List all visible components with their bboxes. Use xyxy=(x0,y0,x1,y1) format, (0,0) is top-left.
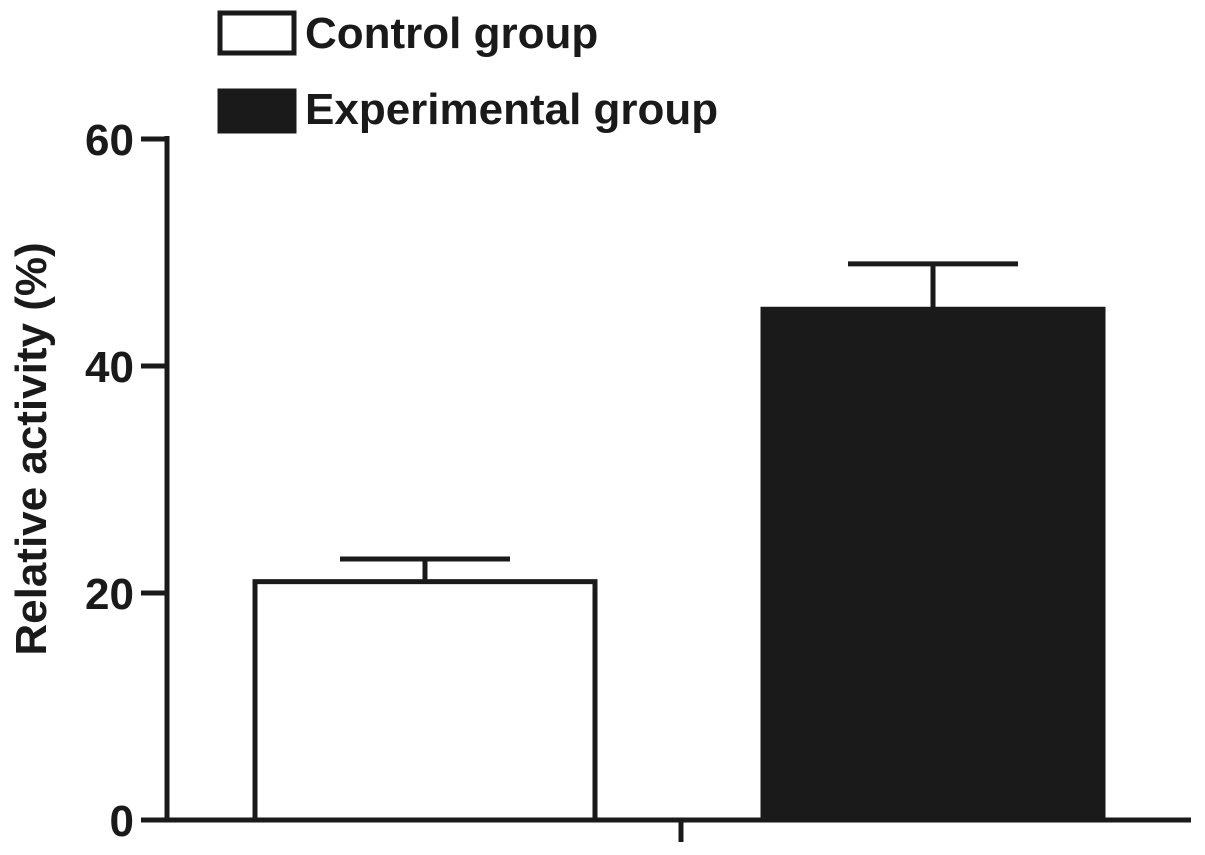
y-tick-label: 60 xyxy=(85,116,134,165)
legend-swatch-control xyxy=(217,10,297,56)
bar-control xyxy=(252,579,598,823)
legend-label-control: Control group xyxy=(305,9,598,58)
legend-label-experimental: Experimental group xyxy=(305,85,718,134)
legend: Control group Experimental group xyxy=(217,9,718,134)
y-ticks: 0 20 40 60 xyxy=(85,116,167,846)
y-tick-label: 0 xyxy=(110,797,134,846)
y-axis-title: Relative activity (%) xyxy=(7,242,56,655)
legend-swatch-experimental xyxy=(217,88,297,134)
y-tick-label: 40 xyxy=(85,343,134,392)
bars xyxy=(252,261,1106,823)
bar-experimental xyxy=(760,306,1106,823)
y-tick-label: 20 xyxy=(85,570,134,619)
